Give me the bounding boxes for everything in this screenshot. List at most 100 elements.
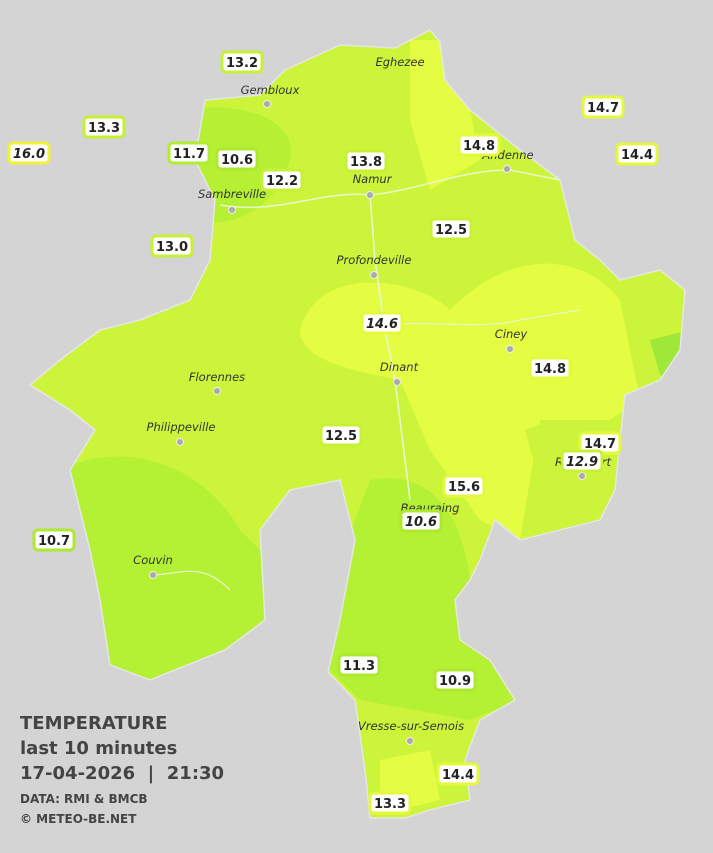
station-box bbox=[436, 762, 480, 786]
station-box bbox=[457, 133, 501, 157]
station-value: 13.8 bbox=[350, 155, 382, 170]
station-box bbox=[215, 147, 259, 171]
station-box bbox=[442, 474, 486, 498]
city-label: Namur bbox=[353, 172, 393, 186]
station: 12.5 bbox=[319, 423, 363, 447]
station-value: 13.0 bbox=[156, 240, 188, 255]
city-dot bbox=[366, 191, 374, 199]
station: 14.4 bbox=[436, 762, 480, 786]
station-value: 14.7 bbox=[584, 437, 616, 452]
city-label: Couvin bbox=[133, 553, 173, 567]
city-dot bbox=[149, 571, 157, 579]
station-box bbox=[32, 528, 76, 552]
station-value: 12.2 bbox=[266, 174, 298, 189]
station: 12.2 bbox=[260, 168, 304, 192]
legend: TEMPERATURE last 10 minutes 17-04-2026 |… bbox=[20, 713, 224, 826]
legend-credit: © METEO-BE.NET bbox=[20, 812, 137, 826]
legend-datetime: 17-04-2026 | 21:30 bbox=[20, 763, 224, 784]
station-value: 10.7 bbox=[38, 534, 70, 549]
station-box bbox=[220, 50, 264, 74]
station-box bbox=[615, 142, 659, 166]
station-value: 10.6 bbox=[405, 515, 437, 530]
city-label: Eghezee bbox=[375, 55, 424, 69]
station-value: 16.0 bbox=[13, 147, 45, 162]
station-value: 14.7 bbox=[587, 101, 619, 116]
legend-period: last 10 minutes bbox=[20, 738, 177, 759]
city-dot bbox=[393, 378, 401, 386]
city-dot bbox=[503, 165, 511, 173]
city-dot bbox=[263, 100, 271, 108]
city-dot bbox=[578, 472, 586, 480]
station-box bbox=[260, 168, 304, 192]
station-value: 10.9 bbox=[439, 674, 471, 689]
station-box bbox=[368, 791, 412, 815]
station-value: 12.5 bbox=[435, 223, 467, 238]
station: 14.4 bbox=[615, 142, 659, 166]
station-value: 14.8 bbox=[534, 362, 566, 377]
station: 14.8 bbox=[457, 133, 501, 157]
station-value: 14.6 bbox=[366, 317, 398, 332]
station: 12.5 bbox=[429, 217, 473, 241]
station-box bbox=[82, 115, 126, 139]
station-value: 14.8 bbox=[463, 139, 495, 154]
station-value: 13.3 bbox=[88, 121, 120, 136]
station: 14.7 bbox=[581, 95, 625, 119]
station-value: 14.4 bbox=[442, 768, 474, 783]
station: 14.6 bbox=[360, 311, 404, 335]
city-dot bbox=[228, 206, 236, 214]
station-box bbox=[7, 141, 51, 165]
city-label: Dinant bbox=[380, 360, 419, 374]
station: 10.7 bbox=[32, 528, 76, 552]
station-box bbox=[319, 423, 363, 447]
station: 14.7 bbox=[578, 431, 622, 455]
station: 14.8 bbox=[528, 356, 572, 380]
station: 10.6 bbox=[215, 147, 259, 171]
legend-source: DATA: RMI & BMCB bbox=[20, 792, 148, 806]
station-value: 13.2 bbox=[226, 56, 258, 71]
city-dot bbox=[370, 271, 378, 279]
city-dot bbox=[176, 438, 184, 446]
station-value: 11.3 bbox=[343, 659, 375, 674]
city-dot bbox=[213, 387, 221, 395]
station-box bbox=[399, 509, 443, 533]
city-label: Profondeville bbox=[337, 253, 412, 267]
city-label: Sambreville bbox=[198, 187, 266, 201]
station: 11.7 bbox=[167, 141, 211, 165]
station-box bbox=[337, 653, 381, 677]
station: 13.2 bbox=[220, 50, 264, 74]
station-box bbox=[150, 234, 194, 258]
station-value: 10.6 bbox=[221, 153, 253, 168]
station: 13.0 bbox=[150, 234, 194, 258]
city-dot bbox=[406, 737, 414, 745]
station-value: 11.7 bbox=[173, 147, 205, 162]
station-box bbox=[433, 668, 477, 692]
city-label: Ciney bbox=[495, 327, 528, 341]
city-label: Philippeville bbox=[147, 420, 216, 434]
station: 13.8 bbox=[344, 149, 388, 173]
station: 11.3 bbox=[337, 653, 381, 677]
legend-title: TEMPERATURE bbox=[20, 713, 167, 734]
station-value: 13.3 bbox=[374, 797, 406, 812]
station-box bbox=[429, 217, 473, 241]
station-value: 14.4 bbox=[621, 148, 653, 163]
station-value: 15.6 bbox=[448, 480, 480, 495]
station-box bbox=[560, 449, 604, 473]
station-box bbox=[167, 141, 211, 165]
station: 10.6 bbox=[399, 509, 443, 533]
station: 16.0 bbox=[7, 141, 51, 165]
city-label: Florennes bbox=[189, 370, 245, 384]
station: 12.9 bbox=[560, 449, 604, 473]
station: 13.3 bbox=[368, 791, 412, 815]
city-label: Gembloux bbox=[241, 83, 300, 97]
station: 15.6 bbox=[442, 474, 486, 498]
city-dot bbox=[506, 345, 514, 353]
city-label: Vresse-sur-Semois bbox=[358, 719, 464, 733]
station-box bbox=[360, 311, 404, 335]
station-box bbox=[344, 149, 388, 173]
station-value: 12.5 bbox=[325, 429, 357, 444]
station: 10.9 bbox=[433, 668, 477, 692]
station: 13.3 bbox=[82, 115, 126, 139]
station-box bbox=[581, 95, 625, 119]
